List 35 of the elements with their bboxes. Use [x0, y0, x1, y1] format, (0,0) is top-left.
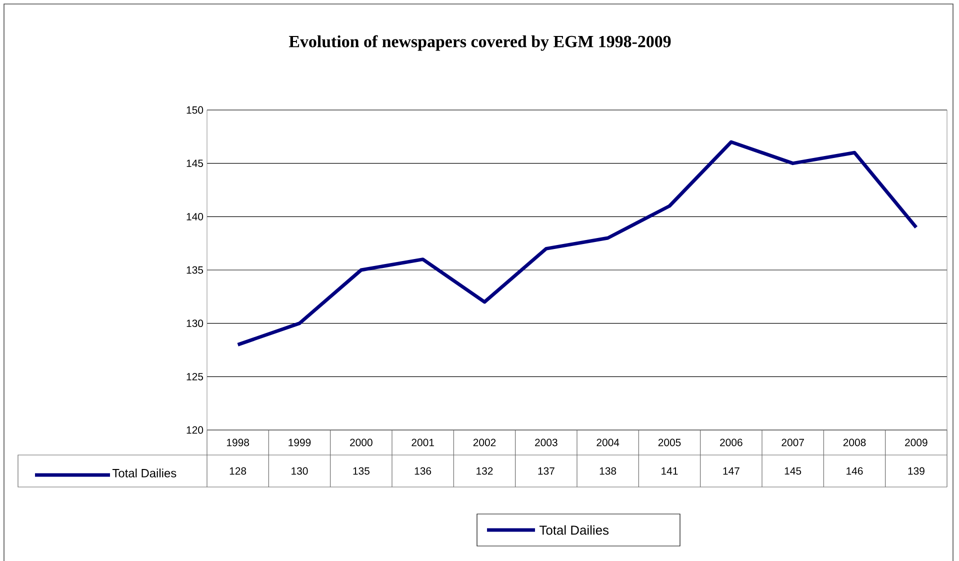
x-tick-label: 2002 [473, 438, 496, 446]
x-tick-label: 2004 [596, 438, 620, 446]
line-series [236, 140, 918, 346]
data-label: 139 [908, 467, 924, 475]
x-tick-label: 1998 [227, 438, 250, 446]
x-tick-label: 2007 [782, 438, 804, 446]
data-label: 147 [723, 467, 740, 475]
y-tick-label: 125 [186, 372, 204, 380]
x-tick-label: 1999 [288, 438, 311, 446]
legend-label: Total Dailies [540, 525, 609, 535]
x-tick-label: 2009 [905, 438, 928, 446]
y-tick-label: 130 [186, 320, 204, 328]
data-label: 132 [476, 467, 493, 475]
chart-title: Evolution of newspapers covered by EGM 1998-2009 [288, 35, 671, 51]
data-label: 128 [230, 467, 246, 475]
x-tick-label: 2001 [412, 438, 434, 446]
x-tick-label: 2003 [535, 438, 558, 446]
x-tick-label: 2008 [843, 438, 866, 446]
data-label: 146 [846, 467, 863, 475]
data-label: 141 [662, 467, 678, 475]
data-label: 137 [538, 467, 554, 475]
text: Total Dailies [112, 468, 176, 478]
y-tick-label: 135 [186, 266, 204, 274]
data-label: 135 [353, 467, 370, 475]
y-tick-label: 145 [186, 160, 204, 167]
data-label: 136 [414, 467, 432, 475]
y-tick-label: 150 [186, 106, 204, 114]
y-tick-label: 140 [186, 212, 204, 220]
data-label: 130 [292, 467, 308, 475]
data-label: 138 [600, 467, 616, 475]
x-tick-label: 2006 [720, 438, 742, 446]
x-tick-label: 2000 [350, 438, 372, 446]
x-tick-label: 2005 [658, 438, 681, 446]
y-tick-label: 120 [186, 426, 204, 434]
data-label: 145 [784, 467, 802, 475]
